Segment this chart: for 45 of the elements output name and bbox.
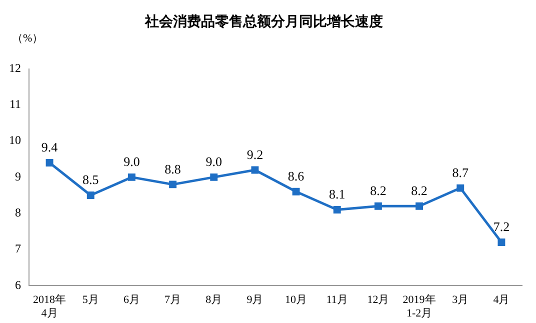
y-tick-label: 11 — [9, 97, 21, 112]
x-tick-label: 2018年 4月 — [33, 294, 66, 320]
x-tick-label: 5月 — [82, 294, 99, 306]
data-label: 9.4 — [41, 140, 58, 155]
point — [86, 192, 94, 199]
point — [456, 184, 464, 192]
point — [292, 188, 300, 196]
x-tick-label: 12月 — [367, 294, 390, 306]
chart-title: 社会消费品零售总额分月同比增长速度 — [144, 13, 383, 30]
data-label: 9.2 — [246, 146, 264, 162]
data-label: 8.5 — [82, 172, 99, 188]
y-tick-label: 6 — [15, 278, 21, 292]
data-label: 8.2 — [370, 183, 386, 198]
point — [46, 159, 54, 166]
data-label: 8.6 — [288, 168, 305, 184]
x-tick-label: 10月 — [285, 294, 308, 306]
data-label: 9.0 — [206, 154, 222, 170]
point — [251, 166, 259, 174]
x-tick-label: 8月 — [206, 294, 222, 306]
point — [169, 180, 177, 188]
data-label: 8.1 — [329, 186, 346, 202]
x-tick-label: 11月 — [326, 294, 348, 306]
y-tick-label: 7 — [15, 242, 21, 256]
y-tick-label: 8 — [15, 205, 21, 220]
y-tick-label: 9 — [15, 169, 21, 184]
point — [374, 202, 382, 210]
x-tick-label: 2019年 1-2月 — [402, 294, 436, 320]
point — [210, 173, 218, 181]
y-tick-label: 10 — [9, 133, 21, 148]
point — [333, 206, 341, 214]
x-tick-label: 9月 — [246, 294, 264, 306]
point — [128, 173, 136, 181]
point — [416, 202, 424, 210]
point — [498, 238, 506, 246]
data-label: 8.7 — [452, 164, 469, 180]
data-label: 9.0 — [124, 154, 140, 170]
x-tick-label: 7月 — [164, 294, 182, 306]
x-tick-label: 6月 — [123, 294, 140, 306]
data-label: 7.2 — [493, 219, 510, 234]
x-tick-label: 4月 — [493, 294, 510, 306]
data-label: 8.8 — [164, 161, 181, 176]
y-axis-title: （%） — [12, 32, 44, 44]
x-tick-label: 3月 — [452, 294, 469, 306]
data-label: 8.2 — [411, 183, 428, 198]
y-tick-label: 12 — [9, 60, 21, 75]
